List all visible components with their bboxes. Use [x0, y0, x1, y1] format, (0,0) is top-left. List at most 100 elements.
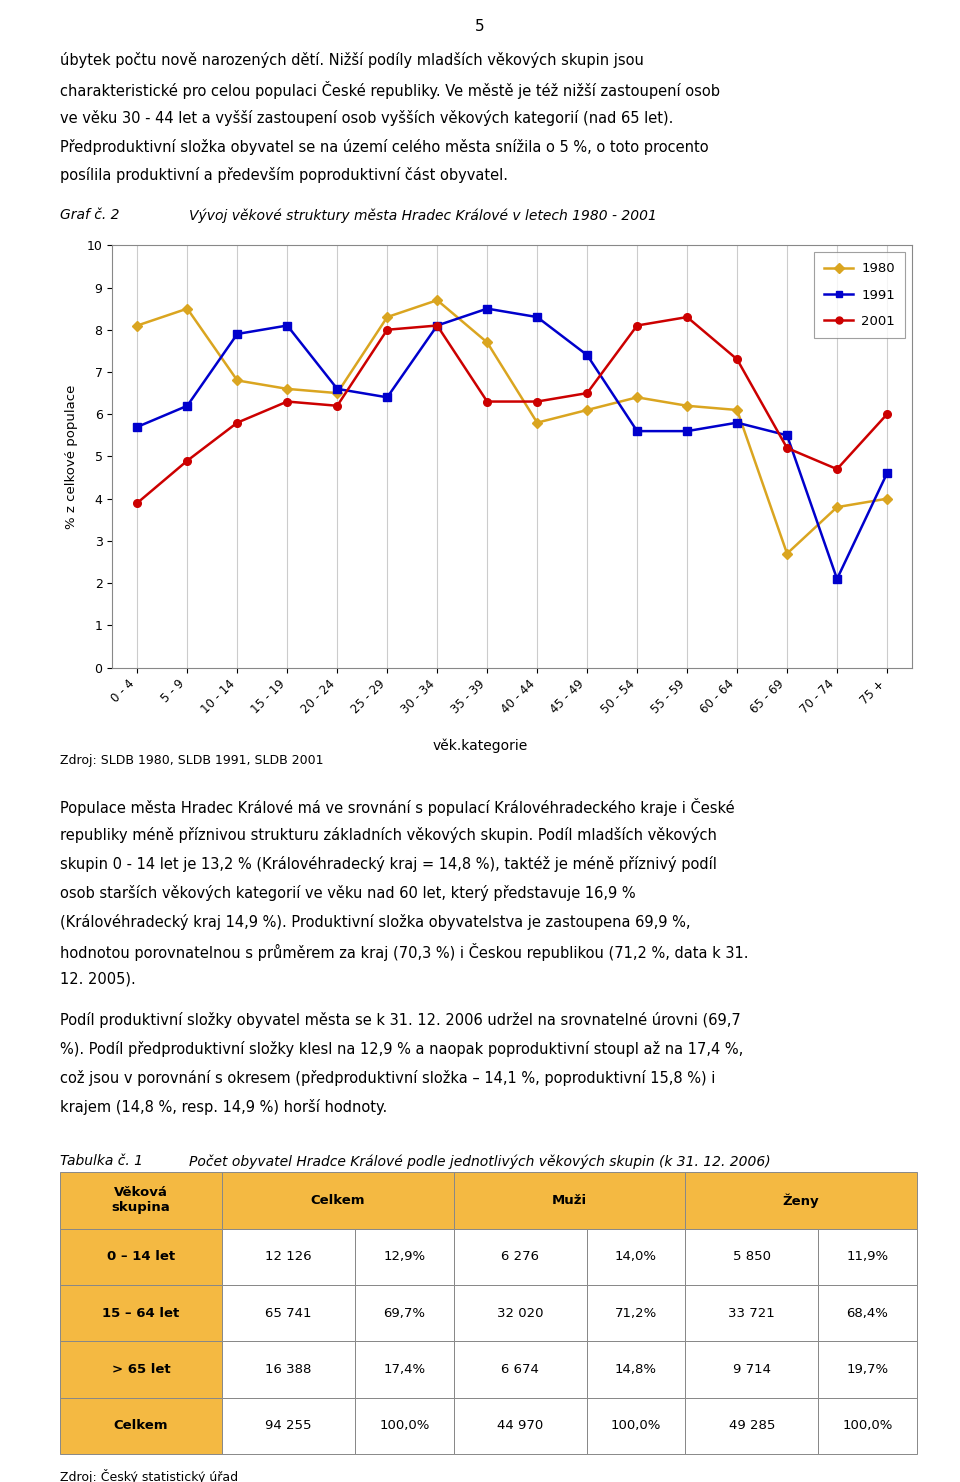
Text: %). Podíl předproduktivní složky klesl na 12,9 % a naopak poproduktivní stoupl a: %). Podíl předproduktivní složky klesl n… [60, 1042, 743, 1057]
Bar [454, 1341, 587, 1398]
1991 [231, 325, 243, 342]
Bar [685, 1172, 917, 1229]
Text: Podíl produktivní složky obyvatel města se k 31. 12. 2006 udržel na srovnatelné : Podíl produktivní složky obyvatel města … [60, 1012, 740, 1029]
Text: 69,7%: 69,7% [383, 1307, 425, 1319]
Text: 12,9%: 12,9% [383, 1251, 425, 1263]
2001 [331, 397, 343, 415]
Text: hodnotou porovnatelnou s průměrem za kraj (70,3 %) i Českou republikou (71,2 %, : hodnotou porovnatelnou s průměrem za kra… [60, 943, 748, 960]
1980 [132, 317, 143, 335]
Text: 14,8%: 14,8% [615, 1363, 657, 1375]
Text: posílila produktivní a především poproduktivní část obyvatel.: posílila produktivní a především poprodu… [60, 167, 508, 184]
Text: 6 276: 6 276 [501, 1251, 540, 1263]
Text: Zdroj: Český statistický úřad: Zdroj: Český statistický úřad [60, 1469, 238, 1482]
1991 [632, 422, 643, 440]
1991 [732, 413, 743, 431]
Bar [454, 1229, 587, 1285]
Bar [587, 1229, 685, 1285]
Text: 12 126: 12 126 [265, 1251, 312, 1263]
Text: 16 388: 16 388 [265, 1363, 312, 1375]
Text: ve věku 30 - 44 let a vyšší zastoupení osob vyšších věkových kategorií (nad 65 l: ve věku 30 - 44 let a vyšší zastoupení o… [60, 110, 673, 126]
Bar [454, 1172, 685, 1229]
Text: osob starších věkových kategorií ve věku nad 60 let, který představuje 16,9 %: osob starších věkových kategorií ve věku… [60, 885, 636, 901]
Text: Graf č. 2: Graf č. 2 [60, 207, 119, 222]
2001 [481, 393, 492, 411]
Line: 1980: 1980 [133, 296, 891, 557]
Text: (Královéhradecký kraj 14,9 %). Produktivní složka obyvatelstva je zastoupena 69,: (Královéhradecký kraj 14,9 %). Produktiv… [60, 913, 690, 929]
1991 [431, 317, 443, 335]
1991 [781, 427, 793, 445]
1980 [231, 372, 243, 390]
1980 [781, 545, 793, 563]
Text: 6 674: 6 674 [501, 1363, 540, 1375]
Bar [454, 1398, 587, 1454]
2001 [532, 393, 543, 411]
Bar [685, 1229, 818, 1285]
Text: > 65 let: > 65 let [111, 1363, 170, 1375]
Text: což jsou v porovnání s okresem (předproduktivní složka – 14,1 %, poproduktivní 1: což jsou v porovnání s okresem (předprod… [60, 1070, 715, 1086]
Text: Předproduktivní složka obyvatel se na území celého města snížila o 5 %, o toto p: Předproduktivní složka obyvatel se na úz… [60, 138, 708, 154]
1980 [481, 333, 492, 351]
Text: Celkem: Celkem [113, 1420, 168, 1432]
1980 [831, 498, 843, 516]
Bar [355, 1229, 454, 1285]
2001 [132, 494, 143, 511]
1991 [281, 317, 293, 335]
Text: 9 714: 9 714 [732, 1363, 771, 1375]
2001 [431, 317, 443, 335]
1991 [682, 422, 693, 440]
1980 [381, 308, 393, 326]
Text: věk.kategorie: věk.kategorie [432, 738, 528, 753]
Bar [818, 1341, 917, 1398]
Bar [355, 1341, 454, 1398]
Text: 68,4%: 68,4% [847, 1307, 888, 1319]
Bar [685, 1398, 818, 1454]
2001 [231, 413, 243, 431]
1991 [481, 299, 492, 317]
Bar [685, 1285, 818, 1341]
Bar [587, 1398, 685, 1454]
Text: 5 850: 5 850 [732, 1251, 771, 1263]
1980 [431, 292, 443, 310]
Text: 65 741: 65 741 [265, 1307, 312, 1319]
Text: 33 721: 33 721 [729, 1307, 775, 1319]
1991 [881, 464, 893, 482]
Text: Věková
skupina: Věková skupina [111, 1187, 170, 1214]
1980 [881, 489, 893, 507]
2001 [732, 350, 743, 368]
Text: Tabulka č. 1: Tabulka č. 1 [60, 1154, 142, 1168]
1991 [831, 571, 843, 588]
Text: Vývoj věkové struktury města Hradec Králové v letech 1980 - 2001: Vývoj věkové struktury města Hradec Král… [189, 207, 657, 222]
Text: charakteristické pro celou populaci České republiky. Ve městě je též nižší zasto: charakteristické pro celou populaci Česk… [60, 80, 720, 99]
1991 [582, 347, 593, 365]
Text: krajem (14,8 %, resp. 14,9 %) horší hodnoty.: krajem (14,8 %, resp. 14,9 %) horší hodn… [60, 1100, 387, 1114]
Bar [355, 1285, 454, 1341]
Text: úbytek počtu nově narozených dětí. Nižší podíly mladších věkových skupin jsou: úbytek počtu nově narozených dětí. Nižší… [60, 52, 643, 68]
2001 [831, 461, 843, 479]
Bar [355, 1398, 454, 1454]
Line: 2001: 2001 [133, 313, 891, 507]
2001 [781, 439, 793, 456]
2001 [281, 393, 293, 411]
1991 [181, 397, 193, 415]
Bar [587, 1285, 685, 1341]
Text: 100,0%: 100,0% [842, 1420, 893, 1432]
Bar [60, 1229, 222, 1285]
Bar [685, 1341, 818, 1398]
1980 [632, 388, 643, 406]
Text: 12. 2005).: 12. 2005). [60, 972, 135, 987]
Text: 94 255: 94 255 [265, 1420, 312, 1432]
Bar [60, 1341, 222, 1398]
2001 [582, 384, 593, 402]
Bar [222, 1341, 355, 1398]
Text: 100,0%: 100,0% [379, 1420, 429, 1432]
Text: 17,4%: 17,4% [383, 1363, 425, 1375]
Bar [60, 1285, 222, 1341]
Text: 71,2%: 71,2% [614, 1307, 657, 1319]
Bar [60, 1398, 222, 1454]
Text: 100,0%: 100,0% [611, 1420, 661, 1432]
Text: 0 – 14 let: 0 – 14 let [107, 1251, 175, 1263]
2001 [881, 405, 893, 422]
Text: 44 970: 44 970 [497, 1420, 543, 1432]
Bar [454, 1285, 587, 1341]
1980 [281, 379, 293, 397]
